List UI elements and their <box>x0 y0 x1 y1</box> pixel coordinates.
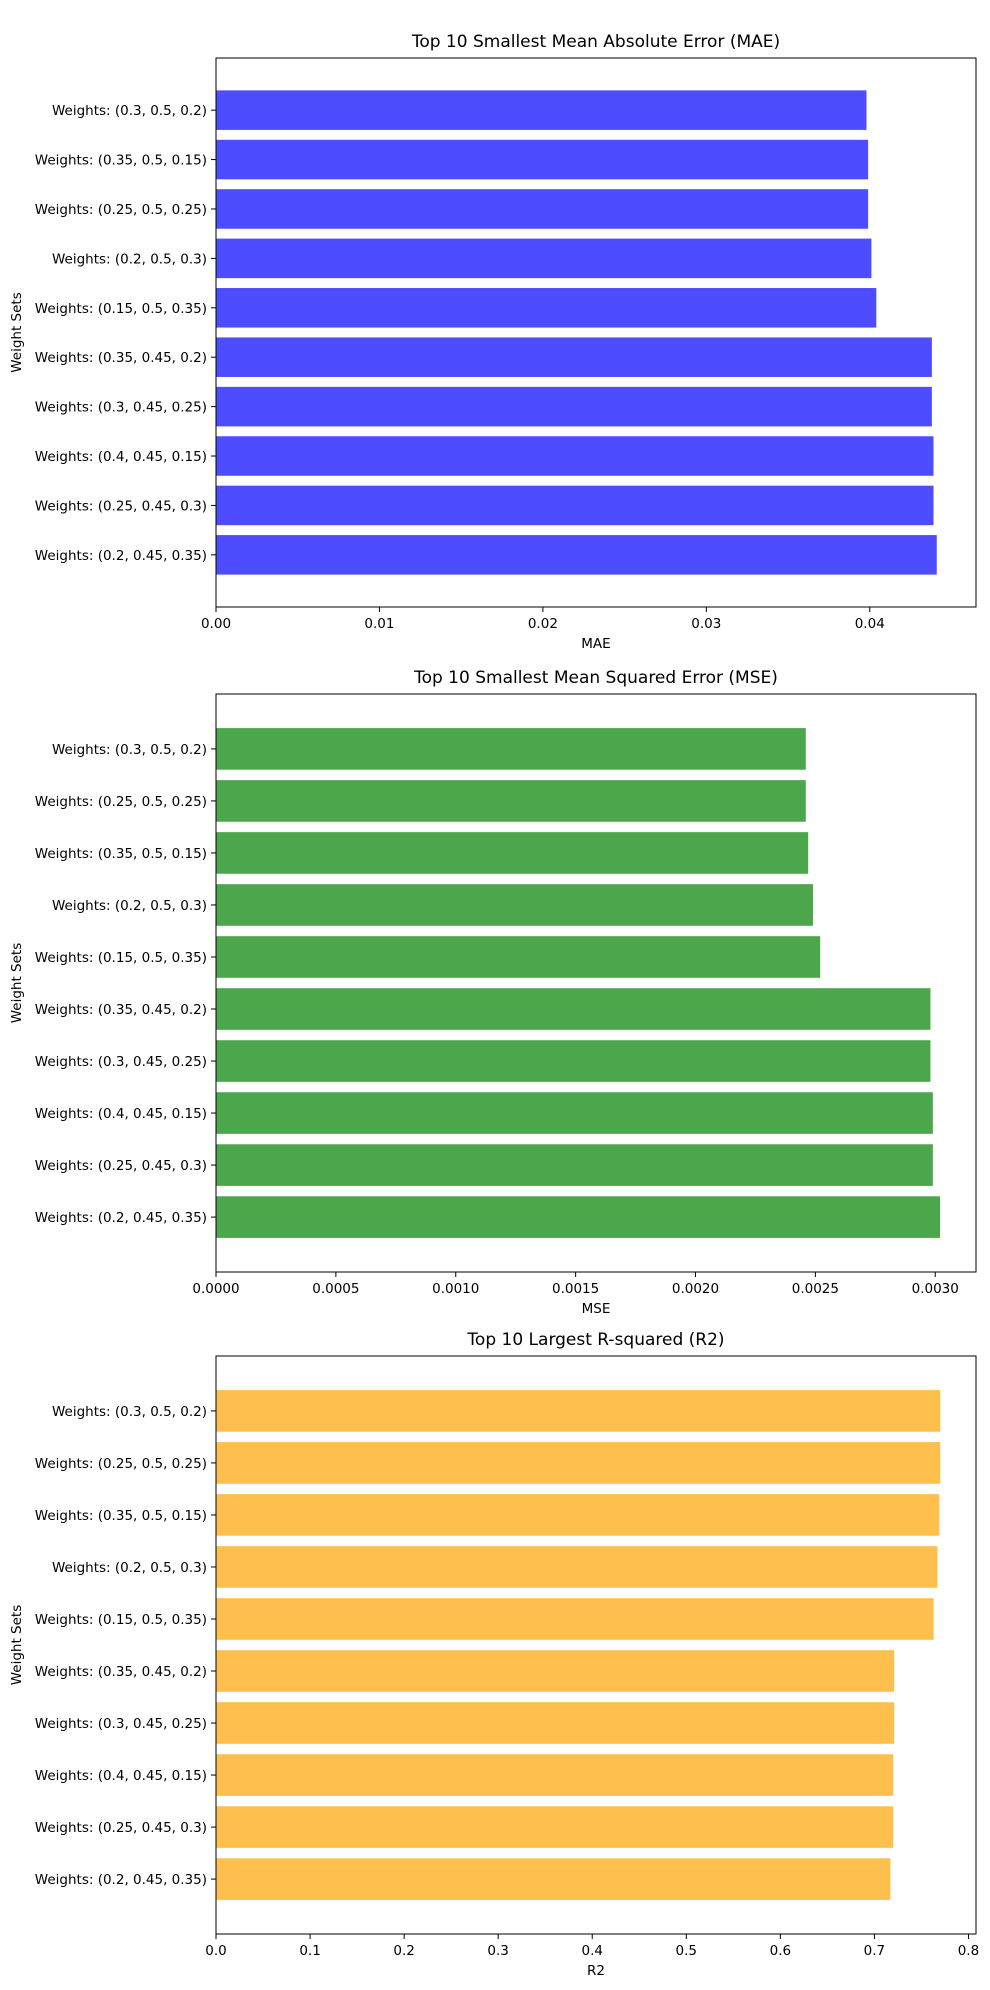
y-tick-label: Weights: (0.3, 0.45, 0.25) <box>35 400 207 416</box>
y-tick-label: Weights: (0.2, 0.45, 0.35) <box>35 1872 207 1888</box>
y-tick-label: Weights: (0.2, 0.5, 0.3) <box>52 898 207 914</box>
x-tick-label: 0.02 <box>528 616 558 632</box>
y-tick-label: Weights: (0.2, 0.5, 0.3) <box>52 251 207 267</box>
chart-title: Top 10 Smallest Mean Squared Error (MSE) <box>413 668 778 688</box>
y-tick-label: Weights: (0.4, 0.45, 0.15) <box>35 1106 207 1122</box>
y-tick-label: Weights: (0.4, 0.45, 0.15) <box>35 449 207 465</box>
bar <box>216 832 809 874</box>
y-tick-label: Weights: (0.2, 0.5, 0.3) <box>52 1560 207 1576</box>
plot-frame <box>215 1355 977 1935</box>
y-tick-label: Weights: (0.25, 0.45, 0.3) <box>35 498 207 514</box>
bar <box>216 780 806 822</box>
y-tick-label: Weights: (0.3, 0.5, 0.2) <box>52 103 207 119</box>
bar <box>216 1442 941 1484</box>
x-tick-label: 0.1 <box>299 1943 320 1959</box>
bar <box>216 90 867 130</box>
bar <box>216 988 931 1030</box>
bar <box>216 288 877 328</box>
x-tick-label: 0.0020 <box>672 1281 719 1297</box>
x-tick-label: 0.0025 <box>792 1281 839 1297</box>
bar <box>216 1494 940 1536</box>
bar <box>216 189 869 229</box>
x-tick-label: 0.7 <box>864 1943 885 1959</box>
bar <box>216 1390 941 1432</box>
y-tick-label: Weights: (0.3, 0.45, 0.25) <box>35 1054 207 1070</box>
plot-frame <box>215 57 977 608</box>
bar <box>216 1858 891 1900</box>
x-axis-label: MAE <box>581 636 610 652</box>
bar <box>216 936 821 978</box>
x-axis-label: R2 <box>587 1963 605 1979</box>
x-tick-label: 0.8 <box>958 1943 979 1959</box>
x-tick-label: 0.0005 <box>312 1281 359 1297</box>
y-tick-label: Weights: (0.35, 0.45, 0.2) <box>35 1664 207 1680</box>
x-axis-label: MSE <box>582 1301 611 1317</box>
bar <box>216 386 932 427</box>
x-tick-label: 0.0010 <box>432 1281 479 1297</box>
x-tick-label: 0.5 <box>676 1943 697 1959</box>
x-tick-label: 0.4 <box>581 1943 602 1959</box>
bar <box>216 1040 931 1082</box>
x-tick-label: 0.2 <box>393 1943 414 1959</box>
y-tick-label: Weights: (0.15, 0.5, 0.35) <box>35 1612 207 1628</box>
y-tick-label: Weights: (0.15, 0.5, 0.35) <box>35 950 207 966</box>
chart-title: Top 10 Smallest Mean Absolute Error (MAE… <box>411 32 780 52</box>
y-axis-label: Weight Sets <box>9 292 25 373</box>
bar <box>216 139 869 180</box>
bar <box>216 1754 894 1796</box>
x-tick-label: 0.0000 <box>192 1281 239 1297</box>
y-tick-label: Weights: (0.35, 0.5, 0.15) <box>35 1508 207 1524</box>
y-tick-label: Weights: (0.35, 0.45, 0.2) <box>35 350 207 366</box>
bar <box>216 436 934 476</box>
plot-frame <box>215 693 977 1273</box>
y-tick-label: Weights: (0.15, 0.5, 0.35) <box>35 301 207 317</box>
bar <box>216 1650 895 1692</box>
bar <box>216 238 872 279</box>
x-tick-label: 0.6 <box>770 1943 791 1959</box>
bar <box>216 1144 933 1186</box>
y-tick-label: Weights: (0.25, 0.5, 0.25) <box>35 202 207 218</box>
x-tick-label: 0.0 <box>205 1943 226 1959</box>
x-tick-label: 0.00 <box>201 616 231 632</box>
y-tick-label: Weights: (0.25, 0.45, 0.3) <box>35 1158 207 1174</box>
x-tick-label: 0.3 <box>487 1943 508 1959</box>
y-tick-label: Weights: (0.3, 0.5, 0.2) <box>52 742 207 758</box>
y-tick-label: Weights: (0.2, 0.45, 0.35) <box>35 1210 207 1226</box>
bar <box>216 1092 933 1134</box>
x-tick-label: 0.01 <box>364 616 394 632</box>
bar <box>216 1546 938 1588</box>
bar <box>216 485 934 526</box>
y-tick-label: Weights: (0.25, 0.5, 0.25) <box>35 794 207 810</box>
chart-title: Top 10 Largest R-squared (R2) <box>466 1330 724 1350</box>
y-tick-label: Weights: (0.2, 0.45, 0.35) <box>35 548 207 564</box>
y-tick-label: Weights: (0.35, 0.5, 0.15) <box>35 846 207 862</box>
bar <box>216 728 806 770</box>
bar <box>216 884 813 926</box>
y-tick-label: Weights: (0.3, 0.5, 0.2) <box>52 1404 207 1420</box>
y-tick-label: Weights: (0.35, 0.45, 0.2) <box>35 1002 207 1018</box>
x-tick-label: 0.03 <box>691 616 721 632</box>
x-tick-label: 0.0030 <box>912 1281 959 1297</box>
y-tick-label: Weights: (0.4, 0.45, 0.15) <box>35 1768 207 1784</box>
y-tick-label: Weights: (0.35, 0.5, 0.15) <box>35 153 207 169</box>
x-tick-label: 0.0015 <box>552 1281 599 1297</box>
bar <box>216 1196 941 1238</box>
bar <box>216 1806 894 1848</box>
y-axis-label: Weight Sets <box>9 943 25 1024</box>
bar <box>216 1702 895 1744</box>
y-tick-label: Weights: (0.25, 0.5, 0.25) <box>35 1456 207 1472</box>
y-tick-label: Weights: (0.3, 0.45, 0.25) <box>35 1716 207 1732</box>
x-tick-label: 0.04 <box>855 616 885 632</box>
y-axis-label: Weight Sets <box>9 1605 25 1686</box>
bar <box>216 535 937 575</box>
bar <box>216 1598 934 1640</box>
y-tick-label: Weights: (0.25, 0.45, 0.3) <box>35 1820 207 1836</box>
bar <box>216 337 932 377</box>
